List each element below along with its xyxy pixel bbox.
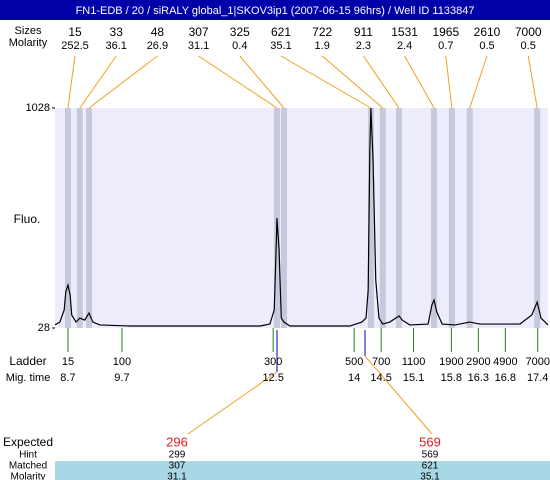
peak-band	[280, 108, 287, 328]
peak-size: 2610	[474, 25, 501, 39]
ladder-size: 100	[113, 356, 131, 368]
ladder-mig-time: 17.4	[527, 372, 548, 384]
ladder-mig-time: 16.8	[495, 372, 516, 384]
peak-band	[379, 108, 386, 328]
peak-size: 1531	[391, 25, 418, 39]
peak-band	[431, 108, 438, 328]
ladder-size: 4900	[493, 356, 517, 368]
expected-row-label: Expected	[3, 435, 53, 449]
expected-expected: 296	[166, 434, 188, 449]
peak-molarity: 0.7	[438, 40, 453, 52]
peak-connector	[280, 55, 372, 109]
peak-molarity: 36.1	[105, 40, 126, 52]
ladder-size: 2900	[466, 356, 490, 368]
peak-size: 325	[230, 25, 250, 39]
sizes-label: Sizes	[15, 25, 42, 37]
ladder-size: 500	[345, 356, 363, 368]
ladder-mig-time: 15.8	[441, 372, 462, 384]
peak-size: 15	[68, 25, 82, 39]
peak-connector	[469, 55, 488, 109]
expected-row-label: Matched	[9, 461, 47, 472]
expected-connector	[364, 355, 433, 435]
expected-hint: 299	[169, 450, 186, 461]
title-bar	[0, 0, 550, 20]
expected-matched: 307	[169, 461, 186, 472]
ladder-size: 1100	[402, 356, 426, 368]
ladder-mig-time: 14.5	[370, 372, 391, 384]
peak-molarity: 2.3	[356, 40, 371, 52]
expected-expected: 569	[419, 434, 441, 449]
molarity-label: Molarity	[9, 37, 48, 49]
title: FN1-EDB / 20 / siRALY global_1|SKOV3ip1 …	[76, 5, 475, 17]
ladder-size: 7000	[525, 356, 549, 368]
peak-size: 33	[110, 25, 124, 39]
peak-molarity: 2.4	[397, 40, 412, 52]
peak-size: 7000	[515, 25, 542, 39]
peak-connector	[198, 55, 278, 109]
peak-band	[534, 108, 541, 328]
peak-size: 1965	[432, 25, 459, 39]
peak-connector	[404, 55, 435, 109]
ladder-mig-time: 12.5	[262, 372, 283, 384]
peak-connector	[79, 55, 117, 109]
peak-size: 722	[312, 25, 332, 39]
ladder-size: 700	[372, 356, 390, 368]
peak-band	[448, 108, 455, 328]
expected-connector	[187, 371, 278, 435]
expected-hint: 569	[422, 450, 439, 461]
ladder-mig-time: 14	[348, 372, 360, 384]
peak-size: 48	[151, 25, 165, 39]
y-tick-label: 1028	[26, 102, 50, 114]
ladder-size: 1900	[439, 356, 463, 368]
peak-size: 307	[189, 25, 209, 39]
peak-connector	[527, 55, 538, 109]
peak-connector	[239, 55, 285, 109]
ladder-size: 300	[264, 356, 282, 368]
expected-row-label: Molarity	[10, 472, 45, 480]
plot-area	[55, 108, 548, 328]
peak-molarity: 0.5	[521, 40, 536, 52]
peak-band	[76, 108, 83, 328]
expected-molarity: 35.1	[420, 472, 440, 480]
trace	[54, 107, 549, 327]
peak-band	[367, 108, 374, 328]
expected-molarity: 31.1	[167, 472, 187, 480]
peak-connector	[321, 55, 384, 109]
peak-molarity: 26.9	[147, 40, 168, 52]
peak-molarity: 31.1	[188, 40, 209, 52]
expected-row-label: Hint	[19, 450, 37, 461]
peak-band	[64, 108, 71, 328]
peak-connector	[445, 55, 453, 109]
peak-molarity: 0.4	[232, 40, 247, 52]
ladder-mig-time: 9.7	[114, 372, 129, 384]
peak-band	[86, 108, 93, 328]
peak-band	[395, 108, 402, 328]
peak-molarity: 0.5	[479, 40, 494, 52]
mig-time-label: Mig. time	[6, 372, 51, 384]
peak-connector	[362, 55, 400, 109]
peak-band	[466, 108, 473, 328]
peak-connector	[67, 55, 76, 109]
ladder-mig-time: 15.1	[403, 372, 424, 384]
peak-size: 621	[271, 25, 291, 39]
expected-matched: 621	[422, 461, 439, 472]
peak-connector	[88, 55, 158, 109]
peak-molarity: 35.1	[270, 40, 291, 52]
ladder-mig-time: 8.7	[60, 372, 75, 384]
y-tick-label: 28	[38, 322, 50, 334]
matched-band	[55, 461, 550, 480]
ladder-mig-time: 16.3	[468, 372, 489, 384]
y-label: Fluo.	[14, 212, 41, 226]
peak-size: 911	[354, 25, 373, 39]
peak-molarity: 252.5	[61, 40, 89, 52]
peak-molarity: 1.9	[315, 40, 330, 52]
ladder-label: Ladder	[9, 354, 46, 368]
ladder-size: 15	[62, 356, 74, 368]
